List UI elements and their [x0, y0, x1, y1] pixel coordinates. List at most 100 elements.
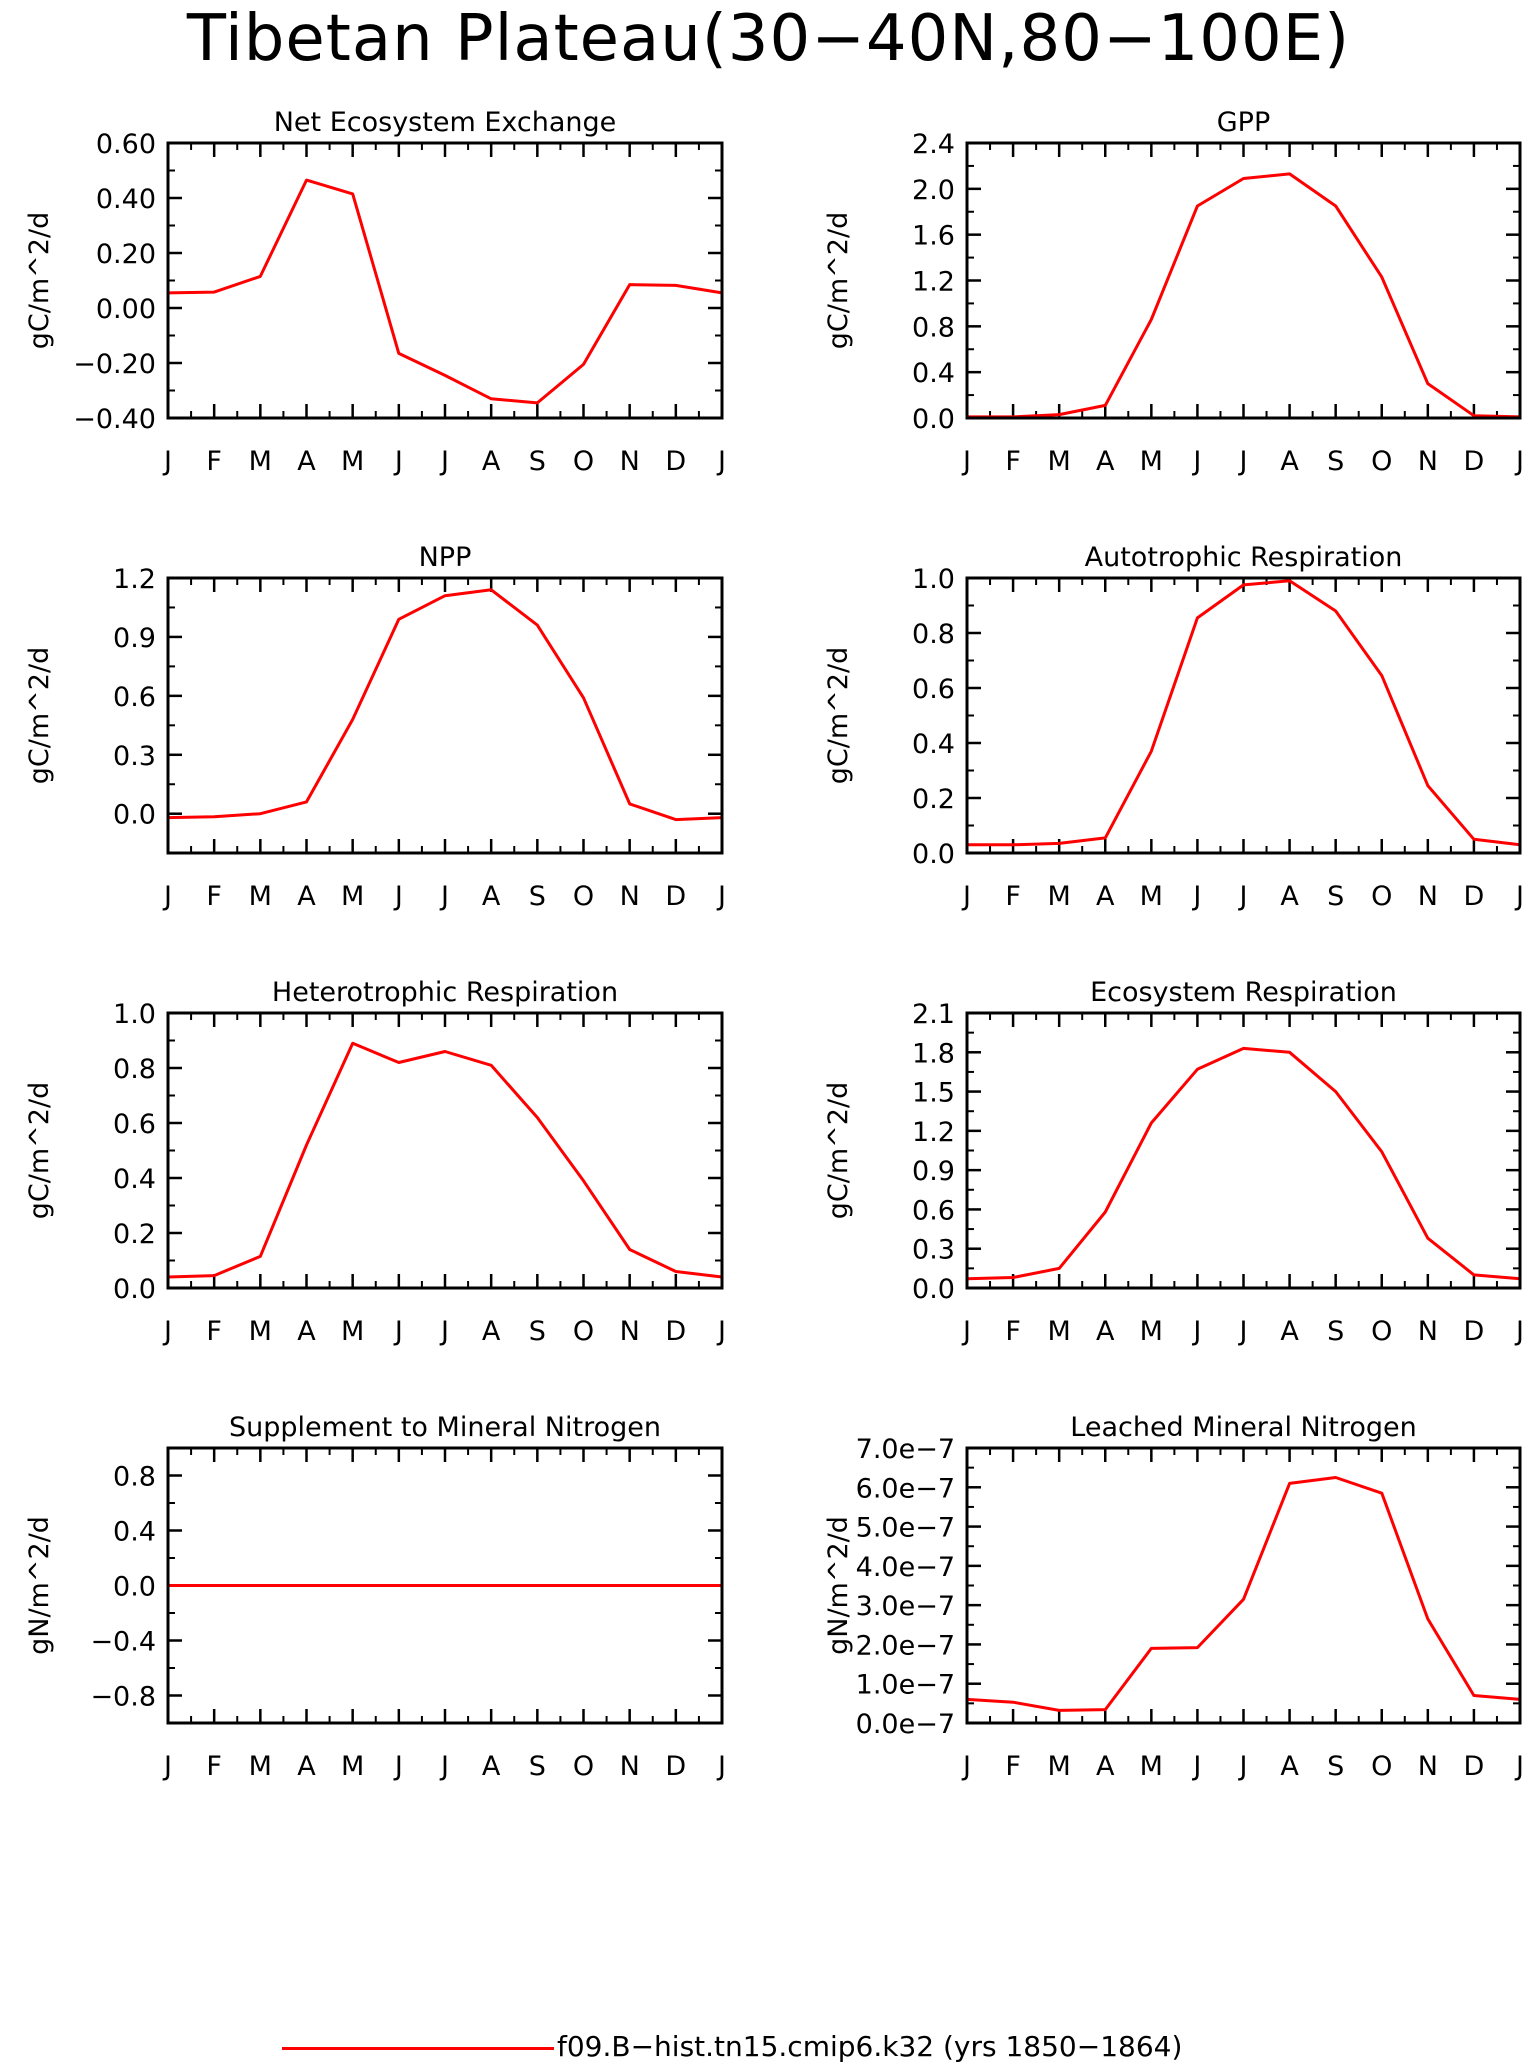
x-tick-label: J — [716, 881, 726, 912]
series-line-autotrophic-respiration — [967, 579, 1521, 847]
x-tick-label: O — [1371, 1316, 1392, 1347]
panel-net-ecosystem-exchange: Net Ecosystem Exchange gC/m^2/d 0.60 0.40 0.… — [24, 107, 726, 477]
y-tick-label: 0.00 — [96, 294, 156, 325]
x-tick-label: A — [482, 1751, 501, 1782]
x-tick-label: S — [529, 881, 546, 912]
x-tick-label: J — [162, 881, 172, 912]
y-tick-label: −0.40 — [73, 404, 156, 435]
plot-frame-npp — [166, 576, 724, 855]
x-tick-label: M — [1140, 1316, 1163, 1347]
y-axis-label-heterotrophic-respiration: gC/m^2/d — [24, 1082, 55, 1219]
y-tick-label: 3.0e−7 — [856, 1591, 955, 1622]
y-tick-label: 0.20 — [96, 239, 156, 270]
x-tick-label: F — [1005, 881, 1021, 912]
y-tick-label: 0.60 — [96, 129, 156, 160]
x-tick-label: M — [341, 446, 364, 477]
x-tick-label: M — [1140, 446, 1163, 477]
x-tick-label: N — [620, 446, 640, 477]
y-tick-label: 0.9 — [113, 623, 156, 654]
x-tick-label: F — [206, 1751, 222, 1782]
y-tick-label: 0.0 — [912, 404, 955, 435]
x-tick-label: M — [1140, 1751, 1163, 1782]
x-tick-label: S — [529, 1751, 546, 1782]
y-tick-label: 0.3 — [912, 1235, 955, 1266]
y-tick-label: 0.4 — [912, 729, 955, 760]
x-tick-label: F — [1005, 446, 1021, 477]
x-tick-label: N — [1418, 446, 1438, 477]
x-tick-label: O — [1371, 1751, 1392, 1782]
y-axis-label-net-ecosystem-exchange: gC/m^2/d — [24, 212, 55, 349]
y-axis-label-ecosystem-respiration: gC/m^2/d — [823, 1082, 854, 1219]
x-tick-label: O — [573, 1316, 594, 1347]
x-tick-label: J — [1238, 881, 1248, 912]
x-tick-label: S — [1327, 446, 1344, 477]
x-tick-label: J — [162, 1751, 172, 1782]
y-tick-label: −0.8 — [90, 1682, 156, 1713]
panel-autotrophic-respiration: Autotrophic Respiration gC/m^2/d 1.0 0.8 0.6… — [823, 542, 1524, 912]
x-tick-label: N — [1418, 1316, 1438, 1347]
x-tick-label: A — [1096, 446, 1115, 477]
y-tick-label: 1.0 — [912, 564, 955, 595]
x-tick-label: D — [1464, 1316, 1485, 1347]
y-tick-label: 0.9 — [912, 1156, 955, 1187]
x-tick-label: M — [341, 881, 364, 912]
x-tick-label: F — [1005, 1316, 1021, 1347]
x-tick-label: O — [573, 1751, 594, 1782]
y-tick-label: 0.0 — [113, 1572, 156, 1603]
x-tick-label: J — [393, 446, 403, 477]
x-tick-label: M — [249, 1751, 272, 1782]
x-tick-label: J — [1514, 1316, 1524, 1347]
x-tick-label: A — [482, 881, 501, 912]
plot-frame-net-ecosystem-exchange — [166, 141, 724, 420]
x-tick-label: A — [1280, 881, 1299, 912]
x-tick-label: J — [1238, 1316, 1248, 1347]
y-tick-label: 2.1 — [912, 999, 955, 1030]
x-tick-label: N — [620, 1751, 640, 1782]
x-tick-label: J — [961, 1316, 971, 1347]
x-tick-label: J — [162, 1316, 172, 1347]
y-tick-label: 0.0 — [113, 1274, 156, 1305]
x-tick-label: O — [573, 446, 594, 477]
x-tick-label: O — [573, 881, 594, 912]
y-tick-label: 0.6 — [113, 682, 156, 713]
x-tick-label: J — [439, 1316, 449, 1347]
x-tick-label: M — [1140, 881, 1163, 912]
x-tick-label: M — [1048, 1316, 1071, 1347]
y-axis-label-supplement-to-mineral-nitrogen: gN/m^2/d — [24, 1516, 55, 1655]
x-tick-label: N — [1418, 1751, 1438, 1782]
panel-title-ecosystem-respiration: Ecosystem Respiration — [1090, 977, 1397, 1008]
y-tick-label: 0.4 — [113, 1517, 156, 1548]
y-tick-label: 2.4 — [912, 129, 955, 160]
x-tick-label: D — [665, 1751, 686, 1782]
x-tick-label: S — [529, 1316, 546, 1347]
x-tick-label: D — [1464, 446, 1485, 477]
y-tick-label: 0.4 — [912, 358, 955, 389]
x-tick-label: J — [393, 881, 403, 912]
y-tick-label: 2.0 — [912, 175, 955, 206]
x-tick-label: A — [1096, 881, 1115, 912]
x-tick-label: A — [1096, 1316, 1115, 1347]
x-tick-label: S — [1327, 1751, 1344, 1782]
x-tick-label: F — [206, 446, 222, 477]
y-tick-label: 0.8 — [912, 619, 955, 650]
x-tick-label: J — [1514, 881, 1524, 912]
y-tick-label: 1.6 — [912, 221, 955, 252]
x-tick-label: M — [1048, 1751, 1071, 1782]
x-tick-label: M — [249, 446, 272, 477]
x-tick-label: S — [1327, 1316, 1344, 1347]
x-tick-label: F — [206, 881, 222, 912]
y-tick-label: 7.0e−7 — [856, 1434, 955, 1465]
x-tick-label: D — [665, 1316, 686, 1347]
x-tick-label: M — [249, 881, 272, 912]
x-tick-label: A — [297, 1316, 316, 1347]
panel-ecosystem-respiration: Ecosystem Respiration gC/m^2/d 2.1 1.8 1.5 1.… — [823, 977, 1524, 1347]
panel-title-supplement-to-mineral-nitrogen: Supplement to Mineral Nitrogen — [229, 1412, 661, 1443]
panel-title-gpp: GPP — [1217, 107, 1271, 138]
x-tick-label: F — [1005, 1751, 1021, 1782]
y-tick-label: 0.6 — [113, 1109, 156, 1140]
figure-title: Tibetan Plateau(30−40N,80−100E) — [186, 2, 1351, 76]
series-line-npp — [167, 588, 723, 822]
plot-frame-supplement-to-mineral-nitrogen — [166, 1446, 724, 1725]
